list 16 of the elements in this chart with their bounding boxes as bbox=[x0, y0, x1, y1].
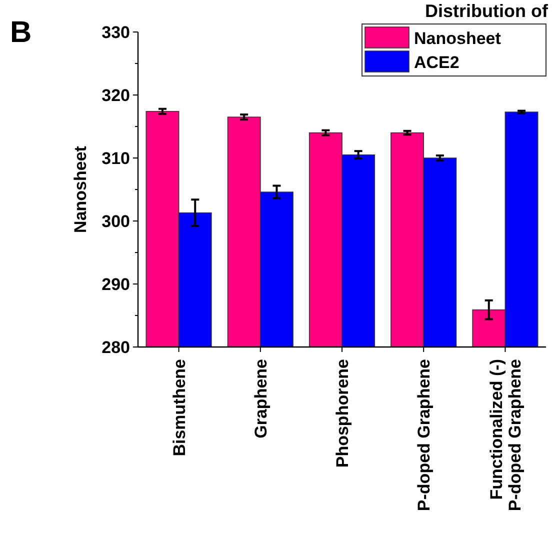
x-tick-label: Functionalized (-) P-doped Graphene bbox=[486, 359, 524, 512]
chart-title: Distribution of bbox=[425, 1, 549, 21]
y-tick-label: 290 bbox=[102, 274, 130, 294]
y-tick-label: 310 bbox=[102, 148, 130, 168]
y-tick-label: 280 bbox=[102, 338, 130, 357]
text: B bbox=[10, 16, 32, 49]
y-tick-label: 300 bbox=[102, 212, 130, 231]
y-tick-label: 320 bbox=[102, 86, 130, 105]
x-tick-label: P-doped Graphene bbox=[414, 359, 434, 512]
y-tick-label: 330 bbox=[102, 22, 130, 42]
x-tick-label: Bismuthene bbox=[170, 359, 189, 456]
x-tick-label: Phosphorene bbox=[332, 359, 352, 468]
legend-label: ACE2 bbox=[414, 52, 460, 72]
legend-label: Nanosheet bbox=[414, 28, 502, 48]
x-tick-label: Graphene bbox=[251, 359, 270, 438]
y-axis-title: Nanosheet bbox=[71, 146, 90, 233]
